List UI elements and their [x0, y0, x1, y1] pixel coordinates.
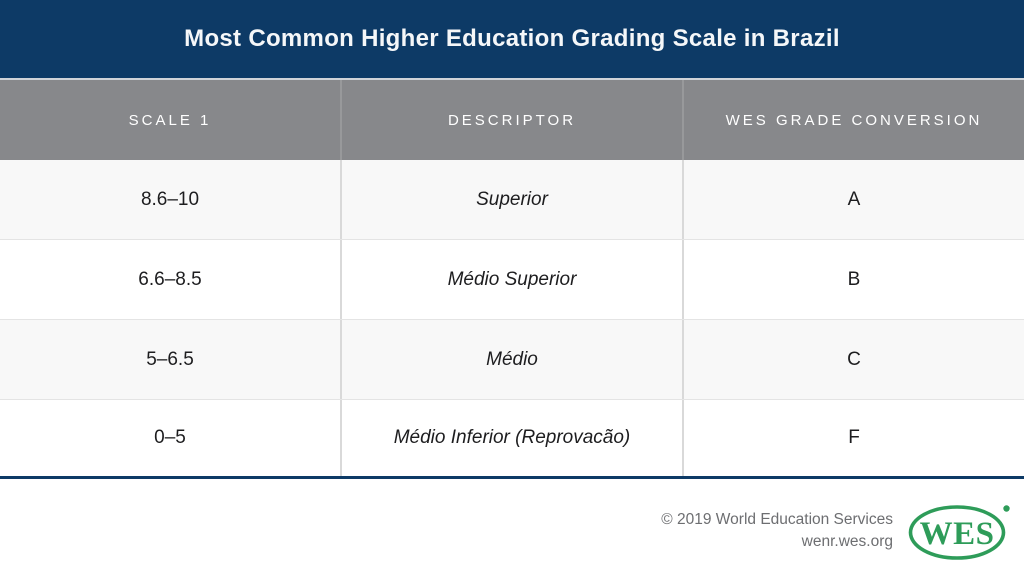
descriptor-cell: Médio [342, 320, 684, 399]
wes-grade-cell: A [847, 188, 861, 210]
wes-logo-icon: WES [908, 505, 1010, 560]
wes-grade-cell: C [847, 348, 861, 370]
scale-cell: 8.6–10 [0, 160, 342, 239]
scale-cell: 0–5 [0, 400, 342, 476]
copyright-line: © 2019 World Education Services [661, 511, 893, 528]
wes-grade-cell: B [847, 268, 861, 290]
website-line: wenr.wes.org [801, 533, 893, 550]
column-header-descriptor: DESCRIPTOR [342, 80, 684, 160]
wes-grade-cell: F [848, 427, 860, 448]
descriptor-cell: Superior [342, 160, 684, 239]
footer: © 2019 World Education Services wenr.wes… [661, 502, 1012, 560]
footer-text: © 2019 World Education Services wenr.wes… [661, 509, 893, 553]
table-row: 5–6.5 Médio C [0, 319, 1024, 399]
table-row: 8.6–10 Superior A [0, 160, 1024, 239]
wes-logo-text: WES [920, 516, 995, 552]
title-bar: Most Common Higher Education Grading Sca… [0, 0, 1024, 78]
column-header-scale: SCALE 1 [0, 80, 342, 160]
column-header-wes-grade-conversion: WES GRADE CONVERSION [725, 111, 983, 129]
table-row: 6.6–8.5 Médio Superior B [0, 239, 1024, 319]
descriptor-cell: Médio Superior [342, 240, 684, 319]
page-title: Most Common Higher Education Grading Sca… [184, 25, 840, 52]
table-row: 0–5 Médio Inferior (Reprovacão) F [0, 399, 1024, 476]
scale-cell: 6.6–8.5 [0, 240, 342, 319]
table-header-row: SCALE 1 DESCRIPTOR WES GRADE CONVERSION [0, 78, 1024, 160]
grading-scale-table: SCALE 1 DESCRIPTOR WES GRADE CONVERSION … [0, 78, 1024, 479]
descriptor-cell: Médio Inferior (Reprovacão) [342, 400, 684, 476]
registered-mark-icon [1003, 505, 1010, 512]
scale-cell: 5–6.5 [0, 320, 342, 399]
